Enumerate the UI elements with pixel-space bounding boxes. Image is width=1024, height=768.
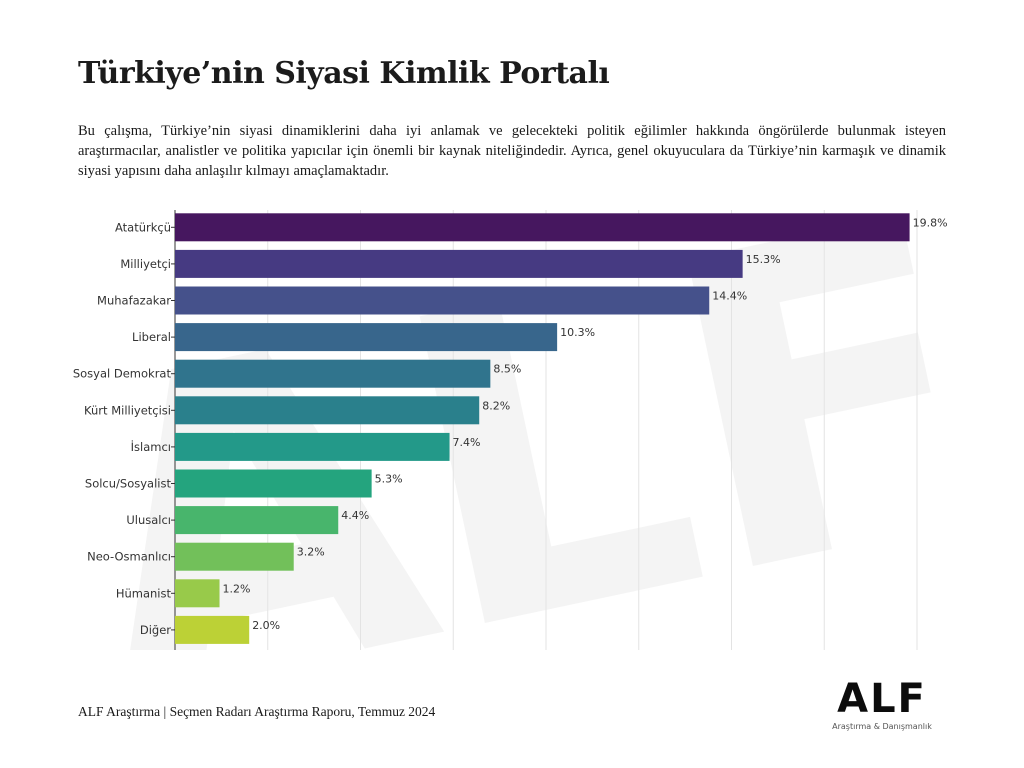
category-label: Solcu/Sosyalist	[85, 477, 172, 491]
data-label: 15.3%	[746, 253, 781, 266]
logo-wordmark: ALF	[837, 676, 927, 722]
data-label: 8.5%	[493, 363, 521, 376]
category-label: Atatürkçü	[115, 220, 171, 234]
page-description: Bu çalışma, Türkiye’nin siyasi dinamikle…	[78, 123, 946, 179]
data-label: 7.4%	[453, 436, 481, 449]
data-label: 10.3%	[560, 326, 595, 339]
bar-9	[175, 506, 339, 535]
category-label: Muhafazakar	[97, 294, 171, 308]
data-label: 8.2%	[482, 399, 510, 412]
data-label: 14.4%	[712, 290, 747, 303]
category-label: Diğer	[140, 623, 171, 637]
category-label: Neo-Osmanlıcı	[87, 550, 171, 564]
bar-1	[175, 213, 910, 242]
category-label: Hümanist	[116, 586, 172, 600]
category-label: Milliyetçi	[120, 257, 171, 271]
category-label: Ulusalcı	[126, 513, 171, 527]
bar-11	[175, 579, 220, 608]
data-label: 2.0%	[252, 619, 280, 632]
category-label: İslamcı	[131, 439, 171, 454]
data-label: 3.2%	[297, 546, 325, 559]
footer-source: ALF Araştırma | Seçmen Radarı Araştırma …	[78, 704, 436, 719]
page-title: Türkiye’nin Siyasi Kimlik Portalı	[78, 56, 610, 91]
bar-8	[175, 469, 372, 498]
data-label: 5.3%	[375, 473, 403, 486]
bar-7	[175, 432, 450, 461]
logo-subtitle: Araştırma & Danışmanlık	[832, 722, 932, 731]
bar-3	[175, 286, 710, 315]
bar-2	[175, 249, 743, 278]
category-label: Liberal	[132, 330, 171, 344]
bar-chart: Atatürkçü 19.8% Milliyetçi 15.3% Muhafazakar…	[73, 210, 948, 650]
bar-6	[175, 396, 480, 425]
bar-5	[175, 359, 491, 388]
data-label: 1.2%	[223, 582, 251, 595]
data-label: 19.8%	[913, 216, 948, 229]
category-label: Sosyal Demokrat	[73, 367, 172, 381]
bar-12	[175, 615, 250, 644]
bar-4	[175, 323, 558, 352]
alf-logo: ALF Araştırma & Danışmanlık	[812, 676, 952, 736]
data-label: 4.4%	[341, 509, 369, 522]
category-label: Kürt Milliyetçisi	[84, 403, 171, 417]
bar-10	[175, 542, 294, 571]
